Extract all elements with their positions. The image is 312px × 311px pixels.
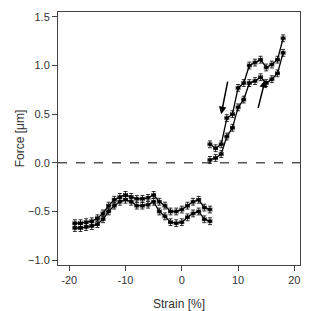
svg-text:0.0: 0.0: [35, 157, 50, 169]
svg-text:−0.5: −0.5: [28, 205, 50, 217]
svg-text:0: 0: [179, 274, 185, 286]
svg-text:1.5: 1.5: [35, 11, 50, 23]
svg-text:0.5: 0.5: [35, 108, 50, 120]
svg-text:Strain [%]: Strain [%]: [153, 297, 205, 311]
svg-text:Force [μm]: Force [μm]: [13, 110, 27, 168]
svg-text:-20: -20: [61, 274, 77, 286]
svg-text:1.0: 1.0: [35, 59, 50, 71]
svg-text:-10: -10: [118, 274, 134, 286]
svg-text:20: 20: [288, 274, 300, 286]
svg-text:−1.0: −1.0: [28, 254, 50, 266]
svg-text:10: 10: [232, 274, 244, 286]
